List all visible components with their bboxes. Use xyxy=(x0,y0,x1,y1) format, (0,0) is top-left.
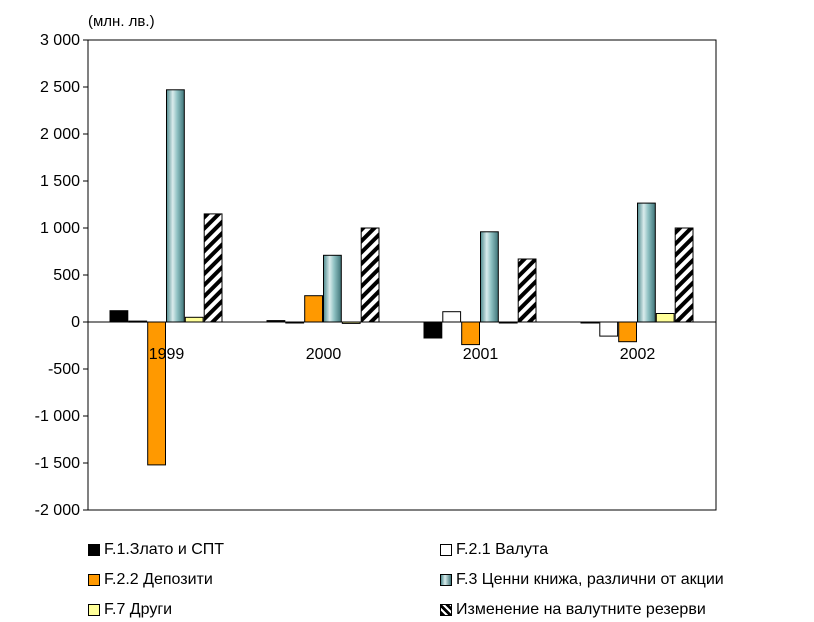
unit-label: (млн. лв.) xyxy=(88,13,155,30)
bar xyxy=(147,321,166,466)
legend-swatch xyxy=(88,604,100,616)
legend-label: F.7 Други xyxy=(104,601,173,618)
legend-item: Изменение на валутните резерви xyxy=(440,598,808,622)
bar xyxy=(517,258,537,323)
y-tick-label: -2 000 xyxy=(35,502,80,519)
y-tick-label: 500 xyxy=(53,267,80,284)
y-tick-label: 0 xyxy=(71,314,80,331)
legend-label: F.3 Ценни книжа, различни от акции xyxy=(456,571,724,588)
y-tick-label: 2 000 xyxy=(40,126,80,143)
bar xyxy=(637,202,656,323)
y-tick-label: -500 xyxy=(48,361,80,378)
bar xyxy=(461,321,481,346)
bar xyxy=(203,213,223,323)
legend-label: F.2.1 Валута xyxy=(456,541,549,558)
y-tick-label: -1 500 xyxy=(35,455,80,472)
bar xyxy=(655,313,675,323)
legend-item: F.7 Други xyxy=(88,598,440,622)
legend-swatch xyxy=(440,604,452,616)
y-tick-label: 1 500 xyxy=(40,173,80,190)
bar xyxy=(360,227,380,323)
legend-item: F.2.1 Валута xyxy=(440,538,808,562)
bar xyxy=(674,227,694,323)
x-tick-label: 1999 xyxy=(149,346,185,363)
legend-swatch xyxy=(88,544,100,556)
bar xyxy=(109,310,129,323)
legend-swatch xyxy=(440,574,452,586)
x-tick-label: 2002 xyxy=(620,346,656,363)
chart: (млн. лв.) 3 000 2 500 2 000 1 500 1 000 500 0… xyxy=(35,13,717,519)
legend-label: Изменение на валутните резерви xyxy=(456,601,706,618)
bar xyxy=(304,295,324,323)
legend-item: F.2.2 Депозити xyxy=(88,568,440,592)
y-tick-label: 1 000 xyxy=(40,220,80,237)
y-tick-label: 3 000 xyxy=(40,32,80,49)
x-tick-label: 2001 xyxy=(463,346,499,363)
legend-label: F.2.2 Депозити xyxy=(104,571,213,588)
bar xyxy=(618,321,638,343)
y-tick-label: -1 000 xyxy=(35,408,80,425)
bar xyxy=(323,254,342,323)
legend: F.1.Злато и СПТ F.2.1 Валута F.2.2 Депозит… xyxy=(88,538,808,622)
legend-swatch xyxy=(440,544,452,556)
bar xyxy=(423,321,443,339)
x-tick-label: 2000 xyxy=(306,346,342,363)
bar xyxy=(480,231,499,323)
y-tick-label: 2 500 xyxy=(40,79,80,96)
legend-item: F.1.Злато и СПТ xyxy=(88,538,440,562)
bar xyxy=(166,89,185,323)
bar xyxy=(442,311,462,323)
bar xyxy=(184,316,204,323)
legend-label: F.1.Злато и СПТ xyxy=(104,541,225,558)
legend-swatch xyxy=(88,574,100,586)
bar xyxy=(599,321,619,337)
legend-item: F.3 Ценни книжа, различни от акции xyxy=(440,568,808,592)
